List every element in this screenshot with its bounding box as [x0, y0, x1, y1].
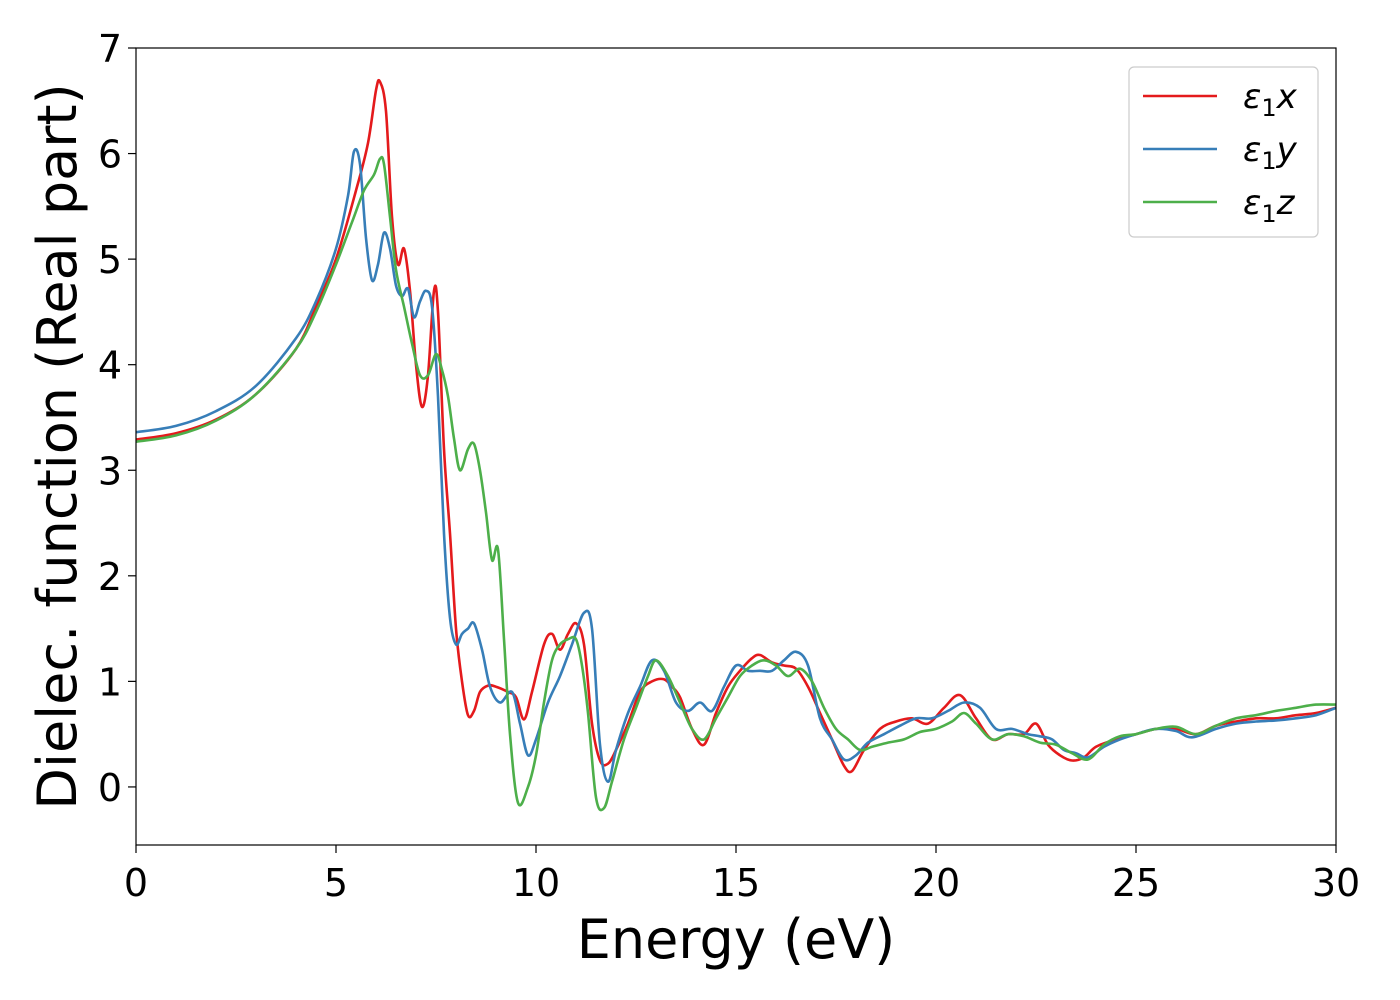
x-tick-label: 20: [912, 861, 960, 905]
x-tick-label: 10: [512, 861, 560, 905]
y-tick-label: 3: [98, 449, 122, 493]
y-axis-ticks: 0 1 2 3 4 5 6 7: [98, 27, 136, 810]
legend-label-subscript: 1: [1261, 147, 1276, 175]
series-line-2: [136, 155, 1336, 812]
x-axis-title: Energy (eV): [577, 908, 896, 971]
legend-label-subscript: 1: [1261, 94, 1276, 122]
x-tick-label: 30: [1312, 861, 1360, 905]
y-axis-title: Dielec. function (Real part): [26, 83, 89, 809]
legend-label-base: ε: [1243, 77, 1261, 117]
legend-label-suffix: y: [1276, 130, 1298, 170]
y-tick-label: 2: [98, 555, 122, 599]
y-tick-label: 4: [98, 344, 122, 388]
x-tick-label: 5: [324, 861, 348, 905]
y-tick-label: 7: [98, 27, 122, 71]
y-tick-label: 6: [98, 133, 122, 177]
x-tick-label: 0: [124, 861, 148, 905]
x-tick-label: 25: [1112, 861, 1160, 905]
x-tick-label: 15: [712, 861, 760, 905]
legend-label-0: ε1x: [1243, 77, 1298, 122]
legend-label-suffix: x: [1276, 77, 1298, 117]
legend-label-2: ε1z: [1243, 183, 1296, 228]
legend-label-suffix: z: [1276, 183, 1296, 223]
legend-label-subscript: 1: [1261, 200, 1276, 228]
legend-box: [1128, 66, 1319, 238]
legend-label-base: ε: [1243, 183, 1261, 223]
x-axis-ticks: 0 5 10 15 20 25 30: [124, 845, 1360, 905]
series-layer: [136, 78, 1336, 812]
legend-label-base: ε: [1243, 130, 1261, 170]
y-tick-label: 1: [98, 660, 122, 704]
y-tick-label: 5: [98, 238, 122, 282]
legend-label-1: ε1y: [1243, 130, 1298, 175]
y-tick-label: 0: [98, 766, 122, 810]
